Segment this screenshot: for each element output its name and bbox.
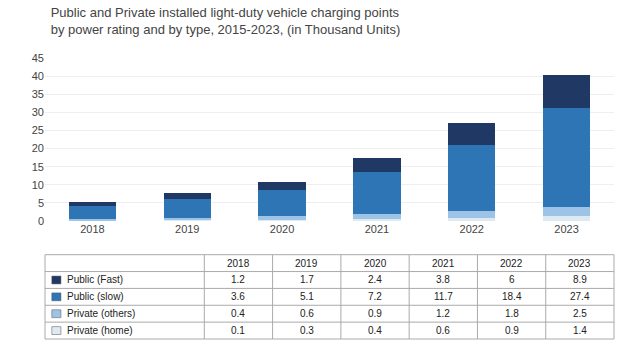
svg-text:0.4: 0.4	[368, 325, 382, 336]
svg-text:0.9: 0.9	[368, 308, 382, 319]
svg-text:0.1: 0.1	[231, 325, 245, 336]
svg-text:27.4: 27.4	[570, 291, 590, 302]
svg-text:2.5: 2.5	[573, 308, 587, 319]
svg-text:2020: 2020	[270, 223, 294, 235]
svg-text:2020: 2020	[364, 258, 387, 269]
svg-text:18.4: 18.4	[502, 291, 522, 302]
svg-text:2022: 2022	[460, 223, 484, 235]
svg-text:5: 5	[38, 197, 44, 209]
svg-text:5.1: 5.1	[300, 291, 314, 302]
svg-text:Public (slow): Public (slow)	[67, 291, 124, 302]
svg-text:2018: 2018	[80, 223, 104, 235]
svg-text:25: 25	[32, 124, 44, 136]
svg-text:Public (Fast): Public (Fast)	[67, 274, 123, 285]
svg-text:2019: 2019	[175, 223, 199, 235]
svg-text:10: 10	[32, 179, 44, 191]
svg-text:2019: 2019	[295, 258, 318, 269]
svg-text:Private (home): Private (home)	[67, 325, 133, 336]
svg-text:2022: 2022	[500, 258, 523, 269]
svg-text:1.8: 1.8	[505, 308, 519, 319]
svg-text:0.9: 0.9	[505, 325, 519, 336]
svg-text:7.2: 7.2	[368, 291, 382, 302]
svg-text:0.4: 0.4	[231, 308, 245, 319]
svg-text:2023: 2023	[568, 258, 591, 269]
svg-text:Private (others): Private (others)	[67, 308, 135, 319]
svg-text:0.3: 0.3	[300, 325, 314, 336]
svg-text:Public and Private installed l: Public and Private installed light-duty …	[51, 5, 401, 37]
svg-text:1.2: 1.2	[231, 274, 245, 285]
svg-text:15: 15	[32, 161, 44, 173]
svg-text:35: 35	[32, 88, 44, 100]
svg-text:20: 20	[32, 142, 44, 154]
svg-text:1.2: 1.2	[436, 308, 450, 319]
svg-text:2018: 2018	[227, 258, 250, 269]
svg-text:11.7: 11.7	[434, 291, 453, 302]
svg-text:3.8: 3.8	[436, 274, 450, 285]
svg-text:0.6: 0.6	[436, 325, 450, 336]
svg-text:45: 45	[32, 52, 44, 64]
svg-text:3.6: 3.6	[231, 291, 245, 302]
svg-text:2021: 2021	[432, 258, 455, 269]
svg-text:1.7: 1.7	[300, 274, 314, 285]
svg-text:6: 6	[509, 274, 515, 285]
svg-text:2021: 2021	[365, 223, 389, 235]
svg-text:0: 0	[38, 215, 44, 227]
svg-text:30: 30	[32, 106, 44, 118]
svg-text:1.4: 1.4	[573, 325, 587, 336]
svg-text:2.4: 2.4	[368, 274, 382, 285]
svg-text:40: 40	[32, 70, 44, 82]
svg-text:8.9: 8.9	[573, 274, 587, 285]
svg-text:0.6: 0.6	[300, 308, 314, 319]
svg-text:2023: 2023	[554, 223, 578, 235]
